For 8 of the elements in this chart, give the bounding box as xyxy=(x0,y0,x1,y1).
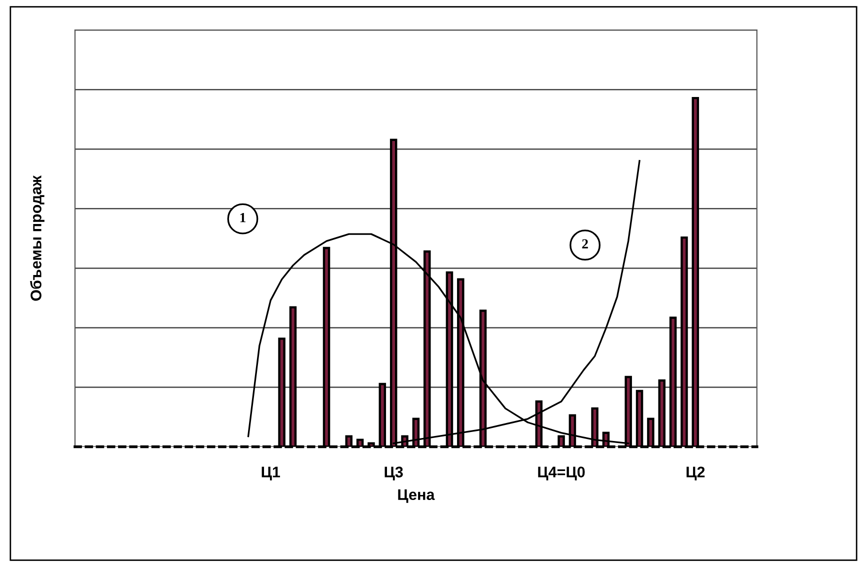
y-axis-title: Объемы продаж xyxy=(30,175,44,301)
x-tick-label: Ц3 xyxy=(384,466,403,480)
x-tick-label: Ц1 xyxy=(262,466,280,480)
x-axis-title: Цена xyxy=(398,489,435,503)
x-tick-label: Ц2 xyxy=(686,466,705,480)
annotation: 1 xyxy=(240,213,246,222)
x-tick-label: Ц4=Ц0 xyxy=(538,466,585,480)
annotation: 2 xyxy=(582,239,588,248)
